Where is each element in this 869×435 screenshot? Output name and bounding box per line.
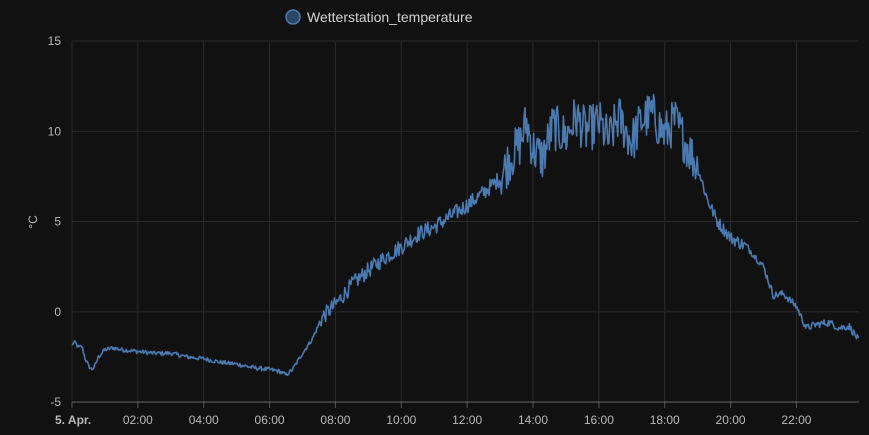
y-tick-label: -5 — [50, 395, 61, 409]
y-tick-label: 10 — [48, 124, 62, 138]
series-line[interactable] — [71, 93, 860, 377]
y-axis: 15 10 5 0 -5 — [48, 34, 62, 409]
series-group — [71, 93, 860, 377]
x-tick-label: 20:00 — [716, 413, 746, 427]
x-tick-label: 16:00 — [584, 413, 614, 427]
y-tick-label: 5 — [54, 215, 61, 229]
x-tick-label: 18:00 — [650, 413, 680, 427]
x-tick-label: 22:00 — [781, 413, 811, 427]
x-tick-label: 12:00 — [452, 413, 482, 427]
legend[interactable]: Wetterstation_temperature — [285, 9, 473, 25]
x-tick-label: 08:00 — [320, 413, 350, 427]
y-axis-label: °C — [26, 215, 40, 229]
x-tick-label: 06:00 — [255, 413, 285, 427]
legend-marker[interactable] — [285, 9, 301, 25]
x-tick-label: 10:00 — [386, 413, 416, 427]
x-tick-label: 02:00 — [123, 413, 153, 427]
x-tick-label: 5. Apr. — [55, 413, 91, 427]
x-axis: 5. Apr. 02:00 04:00 06:00 08:00 10:00 12:00 14:… — [55, 401, 859, 427]
legend-label[interactable]: Wetterstation_temperature — [307, 9, 473, 25]
grid — [71, 40, 859, 403]
y-tick-label: 0 — [54, 305, 61, 319]
x-tick-label: 04:00 — [189, 413, 219, 427]
x-tick-label: 14:00 — [518, 413, 548, 427]
y-tick-label: 15 — [48, 34, 62, 48]
